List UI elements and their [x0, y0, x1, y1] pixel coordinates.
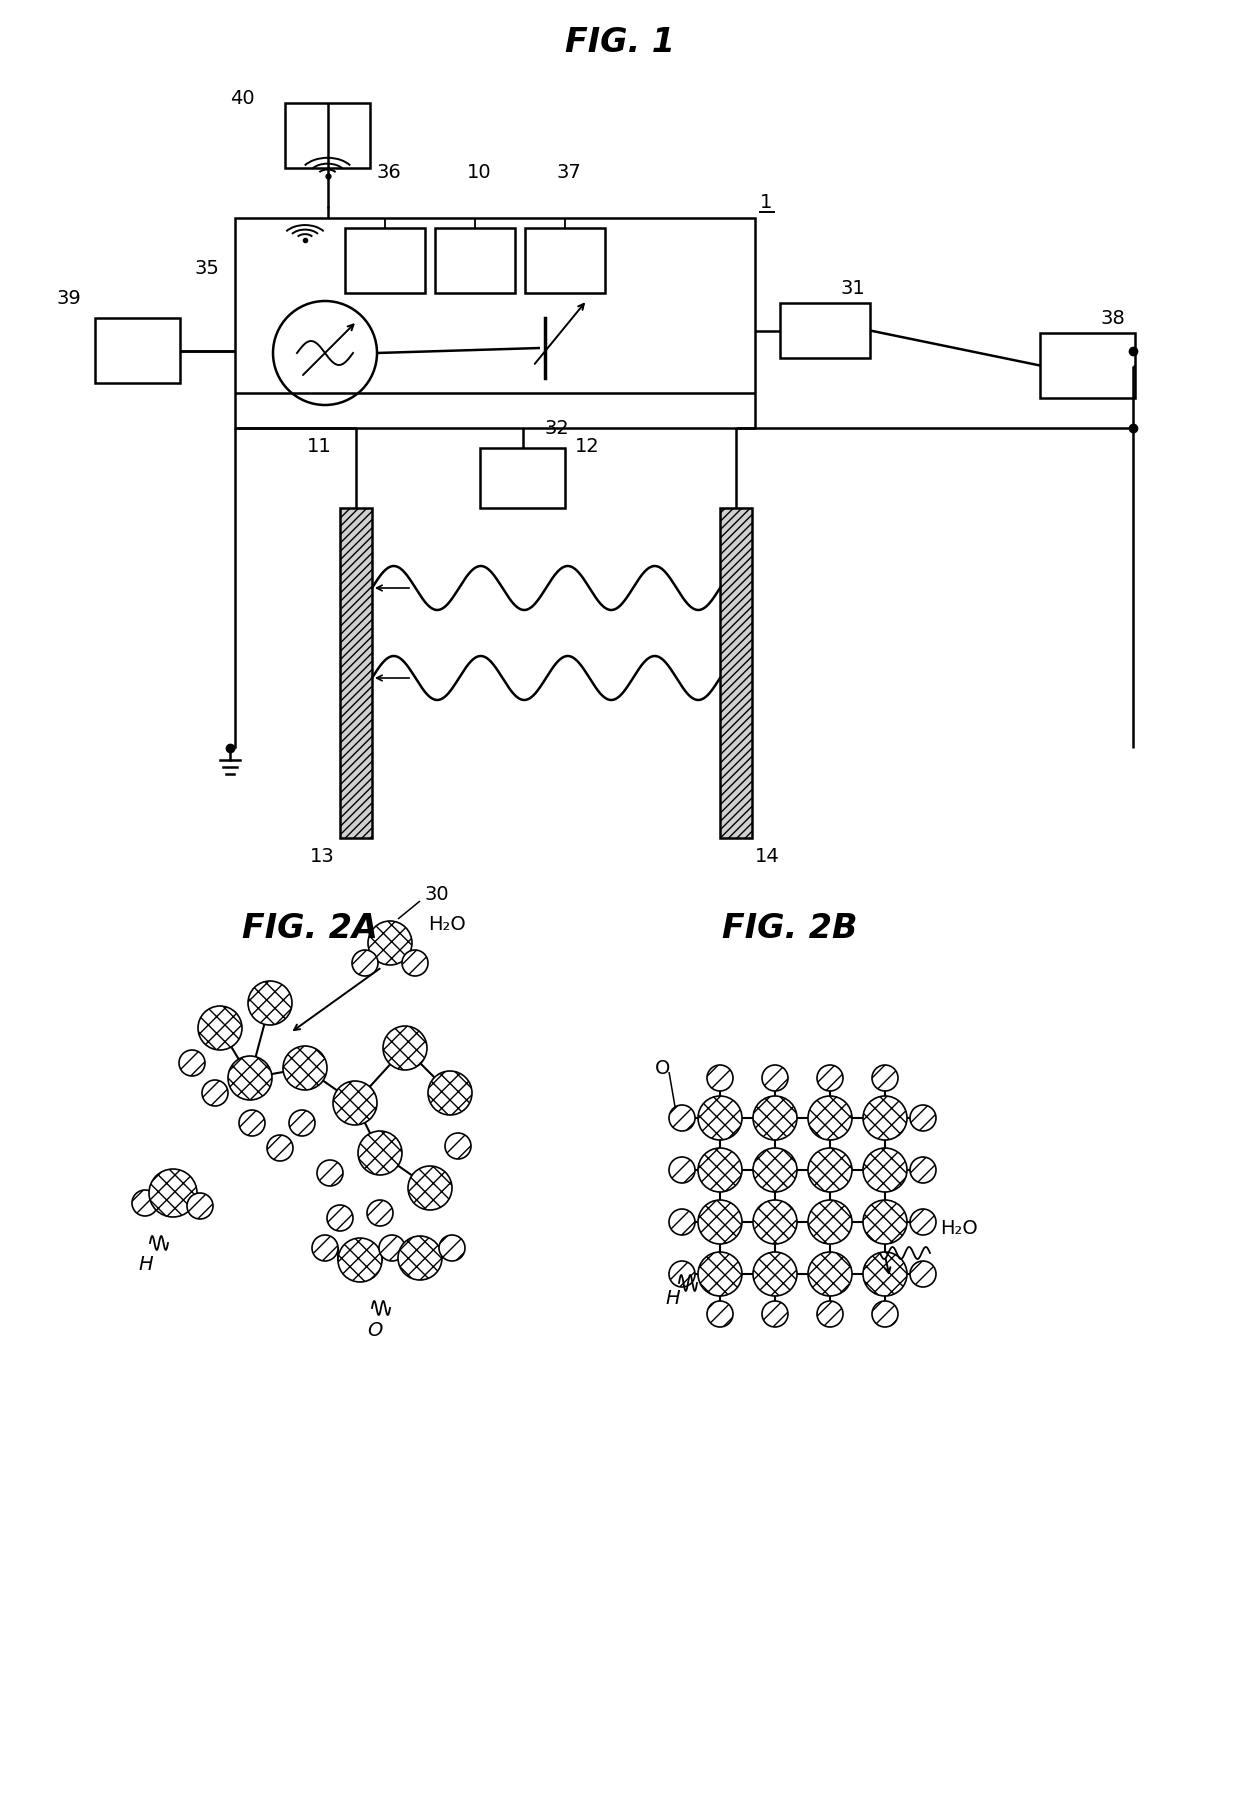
Text: FIG. 2A: FIG. 2A	[242, 912, 378, 944]
Circle shape	[872, 1302, 898, 1327]
Text: FIG. 1: FIG. 1	[565, 27, 675, 59]
Circle shape	[327, 1205, 353, 1232]
Circle shape	[670, 1156, 694, 1183]
Text: H: H	[138, 1255, 153, 1275]
Circle shape	[808, 1199, 852, 1244]
Text: O: O	[367, 1320, 382, 1340]
Text: 40: 40	[229, 88, 254, 108]
Circle shape	[808, 1251, 852, 1296]
Circle shape	[248, 982, 291, 1025]
Text: 13: 13	[310, 847, 335, 865]
Circle shape	[817, 1064, 843, 1091]
Circle shape	[817, 1302, 843, 1327]
Bar	[480, 448, 565, 509]
Circle shape	[863, 1147, 906, 1192]
Circle shape	[910, 1208, 936, 1235]
Circle shape	[670, 1260, 694, 1287]
Text: H₂O: H₂O	[428, 915, 466, 935]
Circle shape	[910, 1260, 936, 1287]
Circle shape	[439, 1235, 465, 1260]
Circle shape	[698, 1251, 742, 1296]
Circle shape	[334, 1081, 377, 1126]
Circle shape	[753, 1097, 797, 1140]
Text: 39: 39	[57, 288, 82, 307]
Text: 35: 35	[195, 259, 219, 277]
Circle shape	[428, 1072, 472, 1115]
Circle shape	[698, 1199, 742, 1244]
Circle shape	[317, 1160, 343, 1187]
Circle shape	[808, 1097, 852, 1140]
Circle shape	[863, 1199, 906, 1244]
Circle shape	[367, 1199, 393, 1226]
Circle shape	[753, 1147, 797, 1192]
Text: 36: 36	[377, 164, 402, 183]
Circle shape	[670, 1106, 694, 1131]
Circle shape	[445, 1133, 471, 1160]
Circle shape	[273, 300, 377, 405]
Bar	[435, 228, 515, 293]
Text: 1: 1	[760, 194, 773, 212]
Bar	[340, 509, 372, 838]
Circle shape	[707, 1302, 733, 1327]
Circle shape	[283, 1046, 327, 1090]
Text: O: O	[655, 1059, 671, 1077]
Circle shape	[698, 1097, 742, 1140]
Text: 37: 37	[557, 164, 582, 183]
Bar	[1040, 333, 1135, 397]
Circle shape	[202, 1081, 228, 1106]
Circle shape	[910, 1156, 936, 1183]
Circle shape	[872, 1064, 898, 1091]
Text: 30: 30	[425, 885, 450, 904]
Circle shape	[863, 1097, 906, 1140]
Circle shape	[352, 949, 378, 976]
Bar	[345, 228, 425, 293]
Text: H: H	[665, 1289, 680, 1307]
Circle shape	[228, 1055, 272, 1100]
Circle shape	[149, 1169, 197, 1217]
Circle shape	[408, 1165, 453, 1210]
Text: 14: 14	[755, 847, 780, 865]
Circle shape	[910, 1106, 936, 1131]
Circle shape	[863, 1251, 906, 1296]
Bar	[285, 102, 370, 167]
Circle shape	[179, 1050, 205, 1075]
Circle shape	[808, 1147, 852, 1192]
Text: 10: 10	[467, 164, 491, 183]
Circle shape	[131, 1190, 157, 1215]
Circle shape	[398, 1235, 441, 1280]
Circle shape	[763, 1064, 787, 1091]
Circle shape	[763, 1302, 787, 1327]
Circle shape	[339, 1239, 382, 1282]
Text: 11: 11	[308, 437, 332, 455]
Circle shape	[698, 1147, 742, 1192]
Bar	[95, 318, 180, 383]
Circle shape	[753, 1251, 797, 1296]
Circle shape	[267, 1135, 293, 1162]
Bar	[525, 228, 605, 293]
Circle shape	[383, 1027, 427, 1070]
Circle shape	[379, 1235, 405, 1260]
Bar	[236, 218, 755, 428]
Circle shape	[402, 949, 428, 976]
Text: 12: 12	[575, 437, 600, 455]
Circle shape	[312, 1235, 339, 1260]
Text: 31: 31	[839, 279, 864, 297]
Circle shape	[187, 1194, 213, 1219]
Circle shape	[753, 1199, 797, 1244]
Text: 32: 32	[546, 419, 569, 437]
Text: FIG. 2B: FIG. 2B	[722, 912, 858, 944]
Circle shape	[358, 1131, 402, 1176]
Circle shape	[289, 1109, 315, 1136]
Circle shape	[198, 1007, 242, 1050]
Circle shape	[670, 1208, 694, 1235]
Bar	[720, 509, 751, 838]
Text: 38: 38	[1100, 309, 1125, 327]
Circle shape	[239, 1109, 265, 1136]
Bar	[780, 304, 870, 358]
Circle shape	[368, 921, 412, 966]
Circle shape	[707, 1064, 733, 1091]
Text: H₂O: H₂O	[940, 1219, 978, 1237]
